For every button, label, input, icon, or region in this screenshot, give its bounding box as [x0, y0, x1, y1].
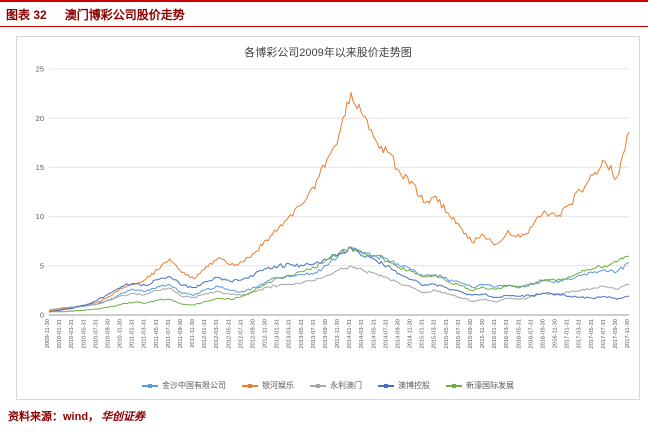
svg-text:2010-01-31: 2010-01-31: [57, 319, 63, 349]
svg-text:2012-11-30: 2012-11-30: [263, 319, 269, 348]
figure-title: 澳门博彩公司股价走势: [64, 8, 185, 22]
svg-text:2017-09-30: 2017-09-30: [613, 319, 619, 349]
svg-text:25: 25: [36, 65, 44, 74]
svg-text:2012-07-31: 2012-07-31: [238, 319, 244, 349]
svg-text:2013-07-31: 2013-07-31: [311, 319, 317, 349]
legend-marker: [142, 383, 158, 388]
legend-marker: [310, 383, 326, 388]
svg-text:2012-03-31: 2012-03-31: [214, 319, 220, 349]
svg-text:2012-05-31: 2012-05-31: [226, 319, 232, 349]
svg-text:2014-07-31: 2014-07-31: [383, 319, 389, 349]
legend-marker: [446, 383, 462, 388]
svg-text:2013-03-31: 2013-03-31: [287, 319, 293, 349]
svg-text:2014-05-31: 2014-05-31: [371, 319, 377, 349]
svg-text:2017-05-31: 2017-05-31: [589, 319, 595, 349]
svg-text:20: 20: [36, 114, 44, 123]
legend-label: 银河娱乐: [262, 381, 294, 390]
legend-item: 银河娱乐: [242, 380, 294, 391]
svg-text:2013-01-31: 2013-01-31: [275, 319, 281, 349]
svg-text:10: 10: [36, 212, 44, 221]
svg-text:2014-01-31: 2014-01-31: [347, 319, 353, 349]
svg-text:2015-01-31: 2015-01-31: [420, 319, 426, 349]
svg-text:2015-11-30: 2015-11-30: [480, 319, 486, 348]
svg-text:2017-01-31: 2017-01-31: [565, 319, 571, 349]
svg-text:2011-05-31: 2011-05-31: [154, 319, 160, 348]
legend-label: 澳博控股: [398, 381, 430, 390]
svg-text:2016-03-31: 2016-03-31: [504, 319, 510, 349]
svg-text:2012-01-31: 2012-01-31: [202, 319, 208, 349]
svg-text:2009-11-30: 2009-11-30: [45, 319, 51, 348]
source-issuer: 华创证券: [101, 411, 146, 423]
svg-text:2011-09-30: 2011-09-30: [178, 319, 184, 348]
svg-text:2012-09-30: 2012-09-30: [250, 319, 256, 349]
svg-text:15: 15: [36, 163, 44, 172]
svg-text:2015-09-30: 2015-09-30: [468, 319, 474, 349]
legend-label: 新濠国际发展: [466, 381, 514, 390]
svg-text:2010-09-30: 2010-09-30: [105, 319, 111, 349]
svg-text:2017-11-30: 2017-11-30: [625, 319, 631, 348]
chart-container: 各博彩公司2009年以来股价走势图 0 5 10 15 20 25 2009-11-30 20…: [16, 36, 640, 400]
figure-number: 图表 32: [6, 8, 47, 22]
svg-text:2013-05-31: 2013-05-31: [299, 319, 305, 349]
legend-item: 澳博控股: [378, 380, 430, 391]
line-chart-svg: 0 5 10 15 20 25 2009-11-30 2010-01-31 2010-03-31…: [36, 65, 631, 349]
svg-text:2011-01-31: 2011-01-31: [130, 319, 136, 348]
legend-item: 新濠国际发展: [446, 380, 514, 391]
svg-text:2014-03-31: 2014-03-31: [359, 319, 365, 349]
svg-text:2016-11-30: 2016-11-30: [553, 319, 559, 348]
svg-text:5: 5: [40, 261, 44, 270]
svg-text:2017-03-31: 2017-03-31: [577, 319, 583, 349]
svg-text:2016-05-31: 2016-05-31: [516, 319, 522, 349]
svg-text:2016-01-31: 2016-01-31: [492, 319, 498, 349]
svg-text:2013-11-30: 2013-11-30: [335, 319, 341, 348]
svg-text:2011-11-30: 2011-11-30: [190, 319, 196, 348]
svg-text:2010-07-31: 2010-07-31: [93, 319, 99, 349]
svg-text:2016-09-30: 2016-09-30: [540, 319, 546, 349]
chart-title: 各博彩公司2009年以来股价走势图: [244, 47, 412, 59]
svg-text:2015-07-31: 2015-07-31: [456, 319, 462, 349]
svg-text:2014-11-30: 2014-11-30: [408, 319, 414, 348]
svg-text:2014-09-30: 2014-09-30: [395, 319, 401, 349]
legend-marker: [242, 383, 258, 388]
source-prefix: 资料来源：wind，: [8, 411, 100, 423]
svg-text:0: 0: [40, 311, 44, 320]
svg-text:2017-07-31: 2017-07-31: [601, 319, 607, 349]
svg-text:2010-03-31: 2010-03-31: [69, 319, 75, 349]
legend-item: 金沙中国有限公司: [142, 380, 226, 391]
svg-text:2010-11-30: 2010-11-30: [118, 319, 124, 348]
svg-text:2010-05-31: 2010-05-31: [81, 319, 87, 349]
source-note: 资料来源：wind， 华创证券: [8, 408, 648, 424]
chart-legend: 金沙中国有限公司 银河娱乐 永利澳门 澳博控股 新濠国际发展: [19, 380, 637, 391]
svg-text:2011-03-31: 2011-03-31: [142, 319, 148, 348]
svg-text:2013-09-30: 2013-09-30: [323, 319, 329, 349]
svg-text:2016-07-31: 2016-07-31: [528, 319, 534, 349]
legend-label: 永利澳门: [330, 381, 362, 390]
svg-text:2015-03-31: 2015-03-31: [432, 319, 438, 349]
svg-text:2015-05-31: 2015-05-31: [444, 319, 450, 349]
legend-marker: [378, 383, 394, 388]
svg-text:2011-07-31: 2011-07-31: [166, 319, 172, 348]
legend-label: 金沙中国有限公司: [162, 381, 226, 390]
figure-header: 图表 32 澳门博彩公司股价走势: [0, 0, 648, 27]
legend-item: 永利澳门: [310, 380, 362, 391]
